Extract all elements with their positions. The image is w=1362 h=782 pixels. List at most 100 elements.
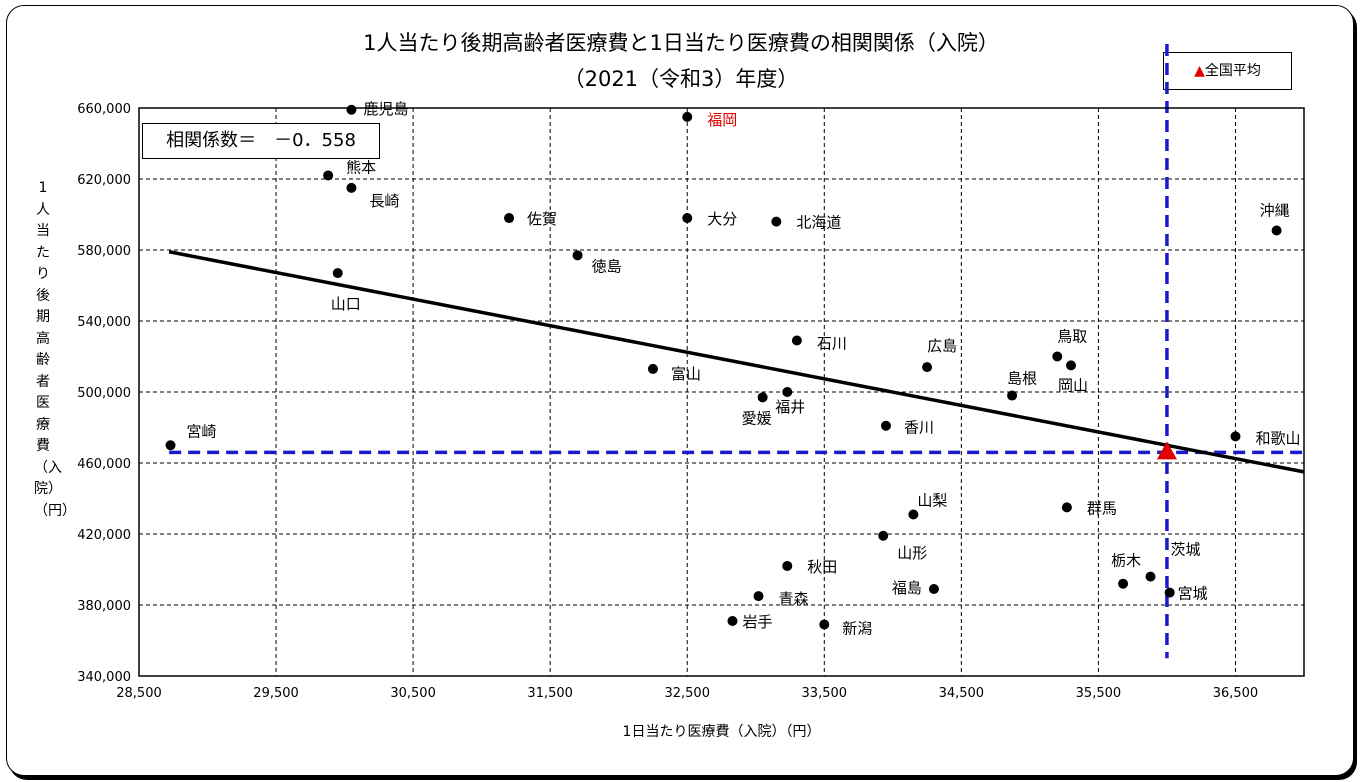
data-label-長崎: 長崎 xyxy=(369,192,399,210)
data-point-山形 xyxy=(878,530,889,541)
data-label-大分: 大分 xyxy=(707,210,737,228)
legend-triangle-icon: ▲ xyxy=(1194,63,1205,79)
tick-labels: 28,500 29,500 30,500 31,500 32,500 33,500 34,5… xyxy=(77,102,1258,701)
data-label-新潟: 新潟 xyxy=(842,620,872,638)
data-label-福岡: 福岡 xyxy=(707,111,737,129)
data-label-鳥取: 鳥取 xyxy=(1057,328,1087,346)
data-point-宮崎 xyxy=(165,440,176,451)
correlation-box: 相関係数＝ －0．558 xyxy=(142,123,380,159)
data-point-和歌山 xyxy=(1230,431,1241,442)
legend: ▲全国平均 xyxy=(1163,52,1292,90)
data-point-長崎 xyxy=(346,182,357,193)
y-tick-label: 540,000 xyxy=(77,315,131,330)
data-point-沖縄 xyxy=(1271,225,1282,236)
data-label-福島: 福島 xyxy=(892,579,922,597)
legend-label: 全国平均 xyxy=(1204,63,1261,79)
data-point-群馬 xyxy=(1061,502,1072,513)
data-point-佐賀 xyxy=(504,213,515,224)
data-label-島根: 島根 xyxy=(1007,370,1037,388)
data-point-岡山 xyxy=(1066,360,1076,371)
data-label-徳島: 徳島 xyxy=(592,257,622,275)
data-point-富山 xyxy=(647,363,658,374)
chart-subtitle: （2021（令和3）年度） xyxy=(563,67,799,91)
x-tick-label: 31,500 xyxy=(527,686,573,701)
data-label-和歌山: 和歌山 xyxy=(1255,429,1300,447)
data-label-栃木: 栃木 xyxy=(1111,552,1141,570)
plot-border xyxy=(138,107,1305,677)
data-label-佐賀: 佐賀 xyxy=(527,210,557,228)
x-tick-label: 34,500 xyxy=(939,686,985,701)
data-point-香川 xyxy=(880,420,891,431)
data-label-青森: 青森 xyxy=(779,590,809,608)
x-tick-label: 33,500 xyxy=(802,686,848,701)
y-tick-label: 340,000 xyxy=(77,670,131,685)
x-tick-label: 35,500 xyxy=(1076,686,1122,701)
data-label-鹿児島: 鹿児島 xyxy=(363,100,408,118)
data-point-島根 xyxy=(1007,390,1018,401)
grid-lines xyxy=(139,107,1304,676)
data-label-愛媛: 愛媛 xyxy=(742,409,772,427)
data-point-栃木 xyxy=(1118,578,1129,589)
data-label-宮崎: 宮崎 xyxy=(187,422,217,440)
data-point-岩手 xyxy=(727,615,738,626)
data-point-秋田 xyxy=(782,560,793,571)
data-point-福岡 xyxy=(682,111,693,122)
data-point-青森 xyxy=(753,591,764,602)
x-tick-label: 36,500 xyxy=(1213,686,1259,701)
trendline-group xyxy=(168,250,1305,474)
data-point-徳島 xyxy=(572,250,583,261)
data-point-石川 xyxy=(791,335,802,346)
x-axis-label: 1日当たり医療費（入院）（円） xyxy=(623,723,821,740)
data-label-福井: 福井 xyxy=(775,398,805,416)
data-point-茨城 xyxy=(1145,571,1156,582)
y-tick-label: 460,000 xyxy=(77,457,131,472)
data-label-秋田: 秋田 xyxy=(807,558,837,576)
y-tick-label: 620,000 xyxy=(77,173,131,188)
x-tick-label: 29,500 xyxy=(253,686,299,701)
x-tick-label: 30,500 xyxy=(390,686,436,701)
data-label-岡山: 岡山 xyxy=(1058,376,1088,394)
y-tick-label: 420,000 xyxy=(77,528,131,543)
trendline xyxy=(168,250,1305,474)
data-point-宮城 xyxy=(1164,587,1175,598)
data-point-鹿児島 xyxy=(346,104,357,115)
data-point-愛媛 xyxy=(757,392,768,403)
average-lines xyxy=(169,44,1304,659)
data-label-香川: 香川 xyxy=(904,419,934,437)
y-tick-label: 500,000 xyxy=(77,386,131,401)
x-tick-label: 28,500 xyxy=(116,686,162,701)
data-point-福井 xyxy=(782,387,793,397)
x-tick-label: 32,500 xyxy=(664,686,710,701)
data-point-山口 xyxy=(332,268,343,279)
data-point-広島 xyxy=(922,362,933,373)
chart-title: 1人当たり後期高齢者医療費と1日当たり医療費の相関関係（入院） xyxy=(363,31,999,55)
data-label-沖縄: 沖縄 xyxy=(1260,201,1290,219)
data-label-広島: 広島 xyxy=(927,337,957,355)
data-point-山梨 xyxy=(908,509,919,520)
data-point-熊本 xyxy=(323,170,334,181)
data-label-北海道: 北海道 xyxy=(796,214,841,232)
data-point-鳥取 xyxy=(1052,351,1063,362)
data-label-石川: 石川 xyxy=(817,335,847,353)
data-point-新潟 xyxy=(819,619,830,630)
data-point-北海道 xyxy=(771,216,782,227)
y-tick-label: 660,000 xyxy=(77,102,131,117)
y-axis-label: 1人当たり後期高齢者医療費（入院）（円） xyxy=(34,180,76,519)
data-points xyxy=(165,104,1282,630)
y-tick-label: 580,000 xyxy=(77,244,131,259)
data-label-岩手: 岩手 xyxy=(742,613,772,631)
data-label-熊本: 熊本 xyxy=(346,158,376,176)
data-point-大分 xyxy=(682,213,693,224)
data-label-宮城: 宮城 xyxy=(1178,585,1208,603)
average-marker xyxy=(1156,441,1177,460)
data-label-山口: 山口 xyxy=(331,295,361,313)
data-label-山形: 山形 xyxy=(897,544,927,562)
data-label-山梨: 山梨 xyxy=(917,491,947,509)
data-point-福島 xyxy=(928,584,939,595)
y-tick-label: 380,000 xyxy=(77,599,131,614)
data-label-富山: 富山 xyxy=(671,365,701,383)
data-label-茨城: 茨城 xyxy=(1170,541,1200,559)
data-label-群馬: 群馬 xyxy=(1087,499,1117,517)
